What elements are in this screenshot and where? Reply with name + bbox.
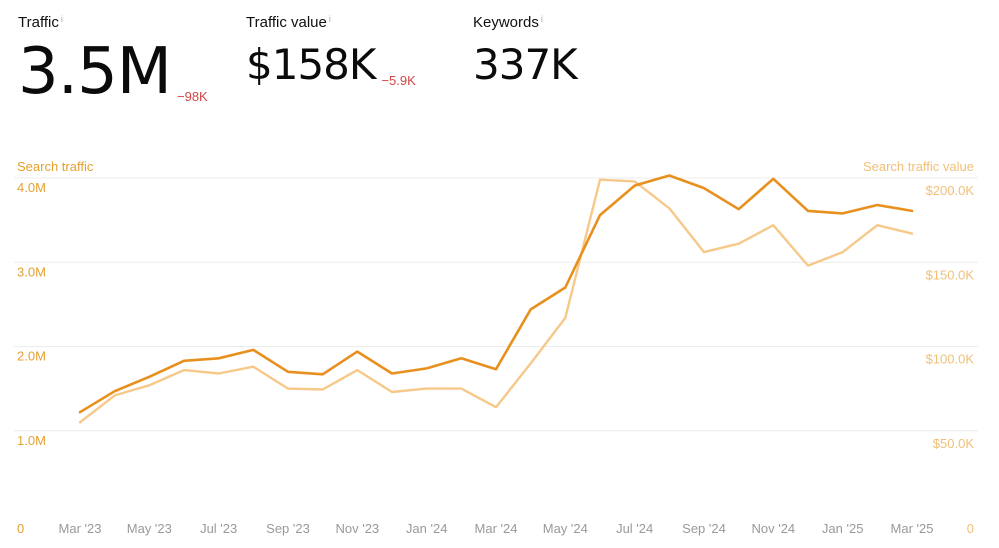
left-axis-tick-label: 4.0M (17, 180, 46, 195)
left-axis-tick-label: 3.0M (17, 264, 46, 279)
traffic-info-icon[interactable]: i (60, 14, 63, 24)
traffic-value: 3.5M (18, 35, 172, 109)
traffic-value-amount: $158K (246, 40, 376, 89)
x-axis-tick-label: Jul '23 (200, 521, 237, 536)
keywords-value: 337K (473, 40, 578, 89)
x-axis: Mar '23 May '23 Jul '23 Sep '23 Nov '23 Jan '… (59, 521, 934, 536)
search-traffic-value-line (78, 178, 914, 424)
traffic-value-metric: Traffic value i $158K −5.9K (246, 14, 416, 88)
x-axis-tick-label: Jan '25 (822, 521, 864, 536)
traffic-label: Traffic (18, 14, 59, 31)
x-axis-tick-label: May '24 (543, 521, 588, 536)
x-axis-tick-label: Sep '24 (682, 521, 726, 536)
x-axis-tick-label: Nov '24 (751, 521, 795, 536)
x-axis-tick-label: Mar '24 (475, 521, 518, 536)
right-axis-title: Search traffic value (863, 159, 974, 174)
x-axis-tick-label: May '23 (127, 521, 172, 536)
traffic-metric: Traffic i 3.5M −98K (18, 14, 208, 104)
right-axis-tick-label: $200.0K (926, 183, 975, 198)
keywords-info-icon[interactable]: i (540, 14, 543, 24)
right-axis-tick-label: $100.0K (926, 352, 975, 367)
series (78, 174, 914, 424)
left-axis-tick-label: 1.0M (17, 433, 46, 448)
left-axis-tick-label: 0 (17, 521, 24, 536)
x-axis-tick-label: Sep '23 (266, 521, 310, 536)
right-axis-tick-label: 0 (967, 521, 974, 536)
search-traffic-line (78, 174, 914, 414)
left-axis: Search traffic 0 1.0M 2.0M 3.0M 4.0M (17, 159, 94, 536)
keywords-metric: Keywords i 337K (473, 14, 578, 88)
x-axis-tick-label: Mar '25 (891, 521, 934, 536)
traffic-delta: −98K (177, 89, 208, 104)
x-axis-tick-label: Nov '23 (335, 521, 379, 536)
x-axis-tick-label: Jul '24 (616, 521, 653, 536)
keywords-label: Keywords (473, 14, 539, 31)
left-axis-tick-label: 2.0M (17, 349, 46, 364)
right-axis-tick-label: $150.0K (926, 267, 975, 282)
grid (14, 177, 978, 432)
left-axis-title: Search traffic (17, 159, 94, 174)
right-axis: Search traffic value 0 $50.0K $100.0K $150.0… (863, 159, 974, 536)
traffic-value-info-icon[interactable]: i (328, 14, 331, 24)
traffic-value-delta: −5.9K (381, 73, 416, 88)
x-axis-tick-label: Mar '23 (59, 521, 102, 536)
x-axis-tick-label: Jan '24 (406, 521, 448, 536)
right-axis-tick-label: $50.0K (933, 436, 975, 451)
traffic-value-label: Traffic value (246, 14, 327, 31)
